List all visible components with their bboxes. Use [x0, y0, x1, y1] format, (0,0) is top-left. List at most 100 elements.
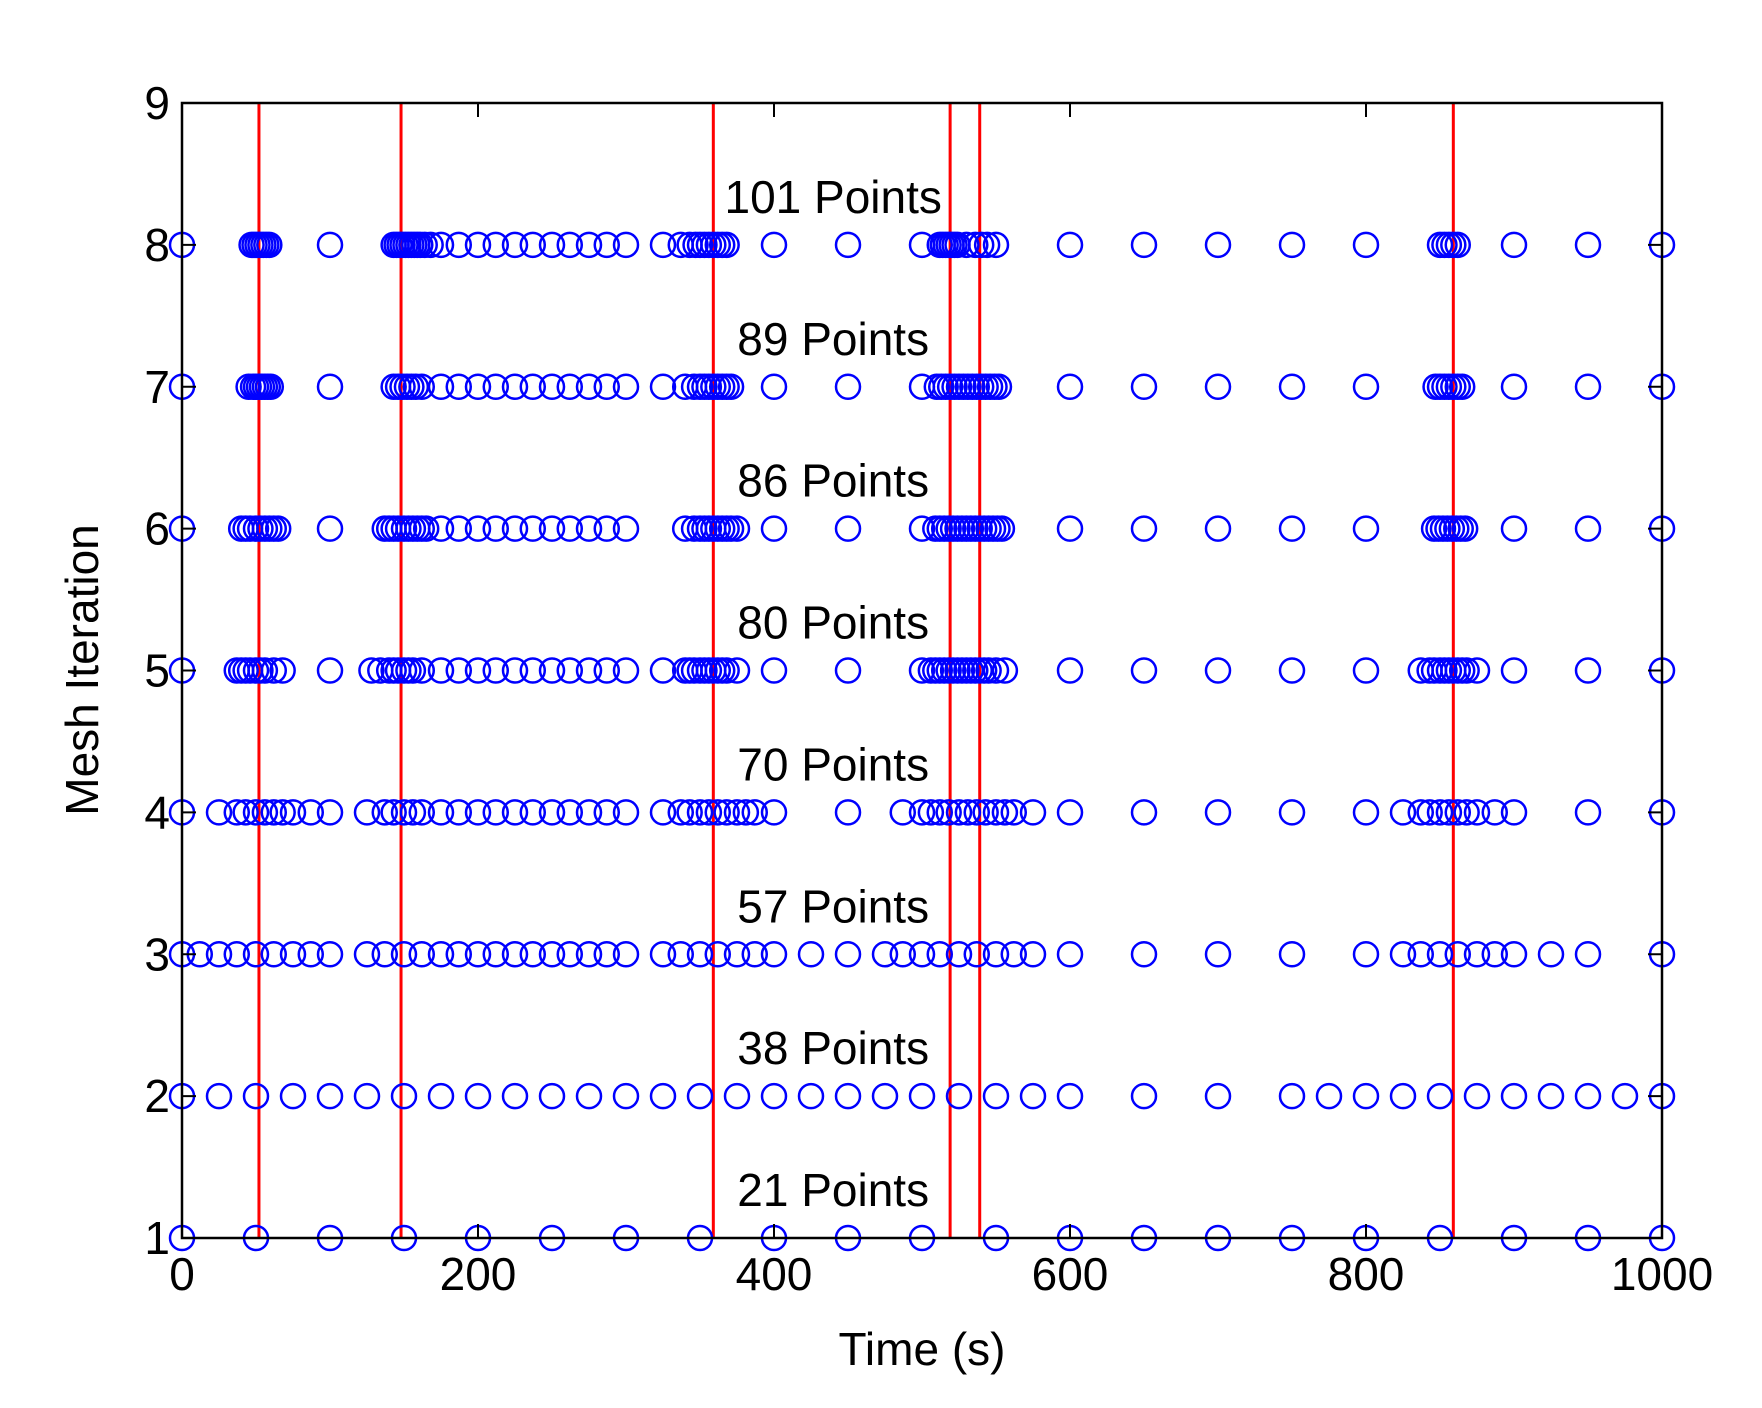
mesh-point-marker — [686, 1082, 714, 1110]
mesh-point-marker — [676, 799, 703, 826]
mesh-point-marker — [575, 373, 603, 400]
mesh-point-marker — [501, 1082, 529, 1110]
mesh-point-marker — [482, 941, 510, 968]
mesh-point-marker — [612, 231, 640, 259]
mesh-point-marker — [501, 657, 529, 684]
mesh-point-marker — [1426, 799, 1454, 826]
mesh-point-marker — [1352, 657, 1380, 684]
mesh-point-marker — [371, 941, 399, 968]
mesh-point-marker — [593, 373, 621, 400]
point-count-label: 86 Points — [737, 455, 929, 507]
mesh-point-marker — [538, 941, 566, 968]
mesh-point-marker — [908, 941, 936, 968]
mesh-point-marker — [316, 799, 344, 826]
mesh-point-marker — [1056, 941, 1084, 968]
mesh-point-marker — [649, 657, 677, 684]
mesh-point-marker — [380, 799, 407, 826]
mesh-point-marker — [871, 941, 899, 968]
mesh-point-marker — [1448, 373, 1476, 400]
mesh-point-marker — [412, 515, 440, 542]
mesh-point-marker — [1352, 515, 1380, 542]
mesh-point-marker — [1000, 941, 1028, 968]
mesh-point-marker — [612, 515, 640, 542]
mesh-point-marker — [556, 231, 584, 259]
mesh-point-marker — [917, 799, 945, 826]
mesh-point-marker — [464, 1082, 492, 1110]
mesh-point-marker — [445, 657, 473, 684]
mesh-point-marker — [501, 515, 529, 542]
point-count-label: 57 Points — [737, 880, 929, 932]
y-tick-label: 6 — [144, 503, 170, 555]
mesh-point-marker — [1389, 799, 1417, 826]
mesh-point-marker — [985, 373, 1013, 400]
mesh-point-marker — [482, 799, 510, 826]
mesh-point-marker — [612, 1082, 640, 1110]
mesh-point-marker — [612, 941, 640, 968]
mesh-point-marker — [935, 799, 962, 826]
mesh-point-marker — [593, 515, 621, 542]
mesh-point-marker — [834, 515, 862, 542]
mesh-point-marker — [908, 657, 936, 684]
mesh-point-marker — [717, 515, 745, 542]
mesh-point-marker — [427, 941, 455, 968]
mesh-point-marker — [1453, 799, 1480, 826]
y-tick-label: 8 — [144, 219, 170, 271]
mesh-point-marker — [575, 799, 603, 826]
mesh-point-marker — [686, 941, 714, 968]
mesh-point-marker — [889, 941, 917, 968]
mesh-point-marker — [427, 1082, 455, 1110]
mesh-point-marker — [575, 231, 603, 259]
mesh-point-marker — [741, 799, 769, 826]
mesh-point-marker — [257, 373, 285, 400]
mesh-point-marker — [464, 941, 492, 968]
mesh-point-marker — [834, 231, 862, 259]
mesh-point-marker — [713, 657, 740, 684]
mesh-point-marker — [427, 231, 455, 259]
mesh-point-marker — [889, 799, 917, 826]
mesh-point-marker — [982, 941, 1010, 968]
mesh-point-marker — [399, 799, 427, 826]
y-tick-label: 9 — [144, 77, 170, 129]
mesh-point-marker — [399, 657, 427, 684]
mesh-point-marker — [1056, 799, 1084, 826]
mesh-point-marker — [482, 373, 510, 400]
mesh-point-marker — [1407, 941, 1435, 968]
mesh-point-marker — [732, 799, 760, 826]
mesh-point-marker — [1352, 373, 1380, 400]
mesh-point-marker — [316, 941, 344, 968]
x-tick-label: 1000 — [1611, 1248, 1713, 1300]
mesh-point-marker — [519, 231, 547, 259]
mesh-point-marker — [834, 799, 862, 826]
mesh-point-marker — [1130, 1082, 1158, 1110]
mesh-point-marker — [1481, 799, 1509, 826]
mesh-point-marker — [464, 231, 492, 259]
mesh-point-marker — [834, 373, 862, 400]
mesh-point-marker — [316, 373, 344, 400]
mesh-point-marker — [1500, 231, 1528, 259]
mesh-point-marker — [686, 799, 714, 826]
mesh-point-marker — [279, 799, 307, 826]
mesh-point-marker — [279, 1082, 307, 1110]
mesh-point-marker — [760, 231, 788, 259]
mesh-point-marker — [713, 231, 740, 259]
mesh-point-marker — [962, 231, 989, 259]
mesh-point-marker — [251, 799, 279, 826]
mesh-point-marker — [223, 941, 251, 968]
mesh-point-marker — [982, 1082, 1010, 1110]
mesh-point-marker — [427, 657, 455, 684]
mesh-point-marker — [760, 799, 788, 826]
mesh-point-marker — [538, 515, 566, 542]
mesh-point-marker — [353, 799, 381, 826]
mesh-point-marker — [1463, 941, 1491, 968]
mesh-point-marker — [445, 231, 473, 259]
mesh-point-marker — [963, 941, 991, 968]
mesh-point-marker — [1130, 941, 1158, 968]
mesh-point-marker — [988, 515, 1016, 542]
mesh-point-marker — [408, 941, 436, 968]
mesh-point-marker — [445, 373, 473, 400]
mesh-point-marker — [953, 231, 980, 259]
mesh-point-marker — [427, 799, 455, 826]
mesh-point-marker — [390, 941, 418, 968]
mesh-point-marker — [649, 373, 677, 400]
